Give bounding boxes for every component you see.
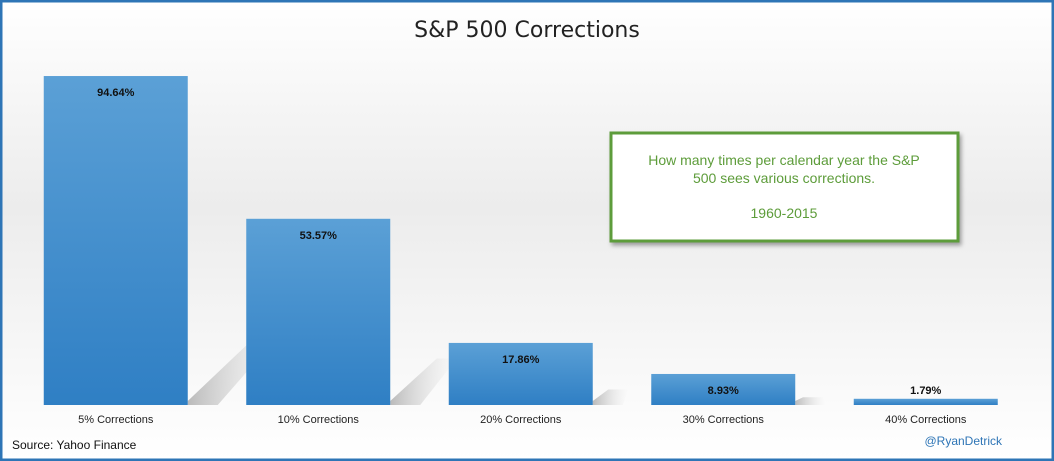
bar-5 [853,398,998,405]
chart-title: S&P 500 Corrections [414,18,640,43]
data-label: 17.86% [502,354,540,366]
data-label: 1.79% [910,385,941,397]
bar-shadow [592,389,629,405]
bar-4 [651,373,796,405]
annotation-line-1: How many times per calendar year the S&P [648,152,920,168]
x-tick-label: 40% Corrections [885,414,967,426]
bar-shadow [390,358,457,405]
x-tick-label: 30% Corrections [683,414,765,426]
bar-1 [43,76,188,405]
x-tick-label: 10% Corrections [278,414,360,426]
bar-shadow [795,397,826,405]
source-note: Source: Yahoo Finance [12,438,137,452]
data-label: 8.93% [708,385,739,397]
bar-3 [448,342,593,405]
annotation-line-3: 1960-2015 [751,205,818,221]
data-label: 53.57% [300,230,338,242]
x-tick-label: 5% Corrections [78,414,154,426]
x-tick-label: 20% Corrections [480,414,562,426]
annotation-box: How many times per calendar year the S&P… [609,131,960,243]
data-label: 94.64% [97,87,135,99]
bar-2 [246,218,391,405]
annotation-line-2: 500 sees various corrections. [693,170,875,186]
credit-handle: @RyanDetrick [924,434,1003,448]
